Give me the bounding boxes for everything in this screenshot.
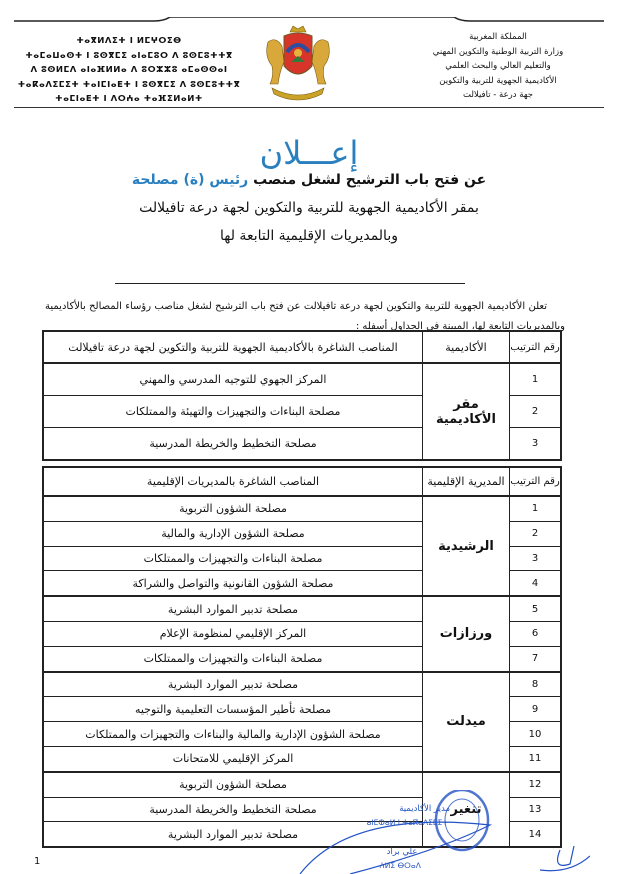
row-number: 3: [509, 545, 562, 572]
letterhead-line: والتعليم العالي والبحث العلمي: [445, 61, 551, 71]
post-cell: مصلحة البناءات والتجهيزات والممتلكات: [42, 545, 423, 572]
table-row: 6 المركز الإقليمي لمنظومة الإعلام: [42, 620, 562, 647]
column-header: المناصب الشاغرة بالمديريات الإقليمية: [42, 466, 423, 497]
table-row: 8 ميدلت مصلحة تدبير الموارد البشرية: [42, 670, 562, 773]
row-number: 14: [509, 821, 562, 848]
table-row: 14 مصلحة تدبير الموارد البشرية: [42, 821, 562, 848]
row-number: 2: [509, 520, 562, 547]
row-number: 1: [509, 362, 562, 396]
subtitle-line-3: وبالمديريات الإقليمية التابعة لها: [220, 228, 398, 244]
directorate-cell: الرشيدية: [422, 495, 510, 597]
row-number: 7: [509, 645, 562, 673]
table-row: 3 مصلحة التخطيط والخريطة المدرسية: [42, 427, 562, 461]
subtitle-line-2: بمقر الأكاديمية الجهوية للتربية والتكوين…: [139, 200, 479, 216]
page-number: 1: [34, 856, 41, 867]
post-cell: مصلحة الشؤون الإدارية والمالية: [42, 520, 423, 547]
signature-stamp: مدير الأكاديمية ⴰⵏⵎⵀⴰⵍ ⵏ ⵜⴰⴽⴰⴷⵉⵎⵉⵜ علي ب…: [299, 790, 590, 874]
intro-paragraph: تعلن الأكاديمية الجهوية للتربية والتكوين…: [45, 301, 565, 332]
directorate-posts-table: رقم الترتيب المديرية الإقليمية المناصب ا…: [42, 466, 562, 849]
letterhead-line: ⵜⴰⵎⵏⴰⴹⵜ ⵏ ⴷⵔⵄⴰ ⵜⴰⴼⵉⵍⴰⵍⵜ: [55, 94, 203, 104]
column-header: الأكاديمية: [422, 330, 510, 364]
coat-of-arms-emblem: [266, 25, 330, 101]
row-number: 9: [509, 696, 562, 723]
table-row: 9 مصلحة تأطير المؤسسات التعليمية والتوجيه: [42, 696, 562, 723]
page-title: إعـــلان: [259, 134, 359, 172]
header-bottom-rule: [14, 107, 604, 108]
directorate-cell: ميدلت: [422, 670, 510, 773]
column-header: المناصب الشاغرة بالأكاديمية الجهوية للتر…: [42, 330, 423, 364]
letterhead-line: وزارة التربية الوطنية والتكوين المهني: [432, 46, 564, 57]
letterhead-line: الأكاديمية الجهوية للتربية والتكوين: [439, 75, 557, 86]
column-header: رقم الترتيب: [509, 466, 562, 497]
table-header-row: رقم الترتيب المديرية الإقليمية المناصب ا…: [42, 466, 562, 497]
table-row: 4 مصلحة الشؤون القانونية والتواصل والشراك…: [42, 570, 562, 597]
academy-posts-table: رقم الترتيب الأكاديمية المناصب الشاغرة ب…: [42, 330, 562, 461]
table-header-row: رقم الترتيب الأكاديمية المناصب الشاغرة ب…: [42, 330, 562, 364]
post-cell: المركز الإقليمي للامتحانات: [42, 745, 423, 773]
table-row: 3 مصلحة البناءات والتجهيزات والممتلكات: [42, 545, 562, 572]
directorate-cell: ورزازات: [422, 595, 510, 673]
row-number: 3: [509, 427, 562, 461]
arabic-letterhead: المملكة المغربية وزارة التربية الوطنية و…: [398, 30, 598, 103]
tifinagh-letterhead: ⵜⴰⴳⵍⴷⵉⵜ ⵏ ⵍⵎⵖⵔⵉⴱ ⵜⴰⵎⴰⵡⴰⵙⵜ ⵏ ⵓⵙⴳⵎⵉ ⴰⵏⴰⵎⵓⵔ…: [14, 34, 244, 107]
post-cell: مصلحة البناءات والتجهيزات والتهيئة والمم…: [42, 395, 423, 428]
post-cell: مصلحة تدبير الموارد البشرية: [42, 595, 423, 622]
post-cell: المركز الجهوي للتوجيه المدرسي والمهني: [42, 362, 423, 396]
table-row: 1 الرشيدية مصلحة الشؤون التربوية: [42, 495, 562, 597]
row-number: 2: [509, 395, 562, 428]
letterhead-line: ⵜⴰⵎⴰⵡⴰⵙⵜ ⵏ ⵓⵙⴳⵎⵉ ⴰⵏⴰⵎⵓⵔ ⴷ ⵓⵙⵎⵓⵜⵜⴳ: [25, 50, 233, 61]
letterhead-line: ⵜⴰⴳⵍⴷⵉⵜ ⵏ ⵍⵎⵖⵔⵉⴱ: [76, 36, 182, 46]
subtitle-line-1: عن فتح باب الترشيح لشغل منصب رئيس (ة) مص…: [0, 172, 618, 188]
table-row: 13 مصلحة التخطيط والخريطة المدرسية: [42, 796, 562, 823]
post-cell: مصلحة تدبير الموارد البشرية: [42, 821, 423, 848]
subtitle-text: عن فتح باب الترشيح لشغل منصب: [248, 172, 487, 188]
row-number: 5: [509, 595, 562, 622]
table-row: 11 المركز الإقليمي للامتحانات: [42, 745, 562, 773]
signatory-name-tifinagh: ⵄⵍⵉ ⴱⵔⴰⴷ: [379, 861, 422, 870]
header-top-rule: [14, 17, 604, 22]
table-row: 5 ورزازات مصلحة تدبير الموارد البشرية: [42, 595, 562, 673]
subtitle-highlight: رئيس (ة) مصلحة: [131, 172, 249, 188]
table-row: 7 مصلحة البناءات والتجهيزات والممتلكات: [42, 645, 562, 673]
post-cell: مصلحة الشؤون القانونية والتواصل والشراكة: [42, 570, 423, 597]
table-row: 2 مصلحة البناءات والتجهيزات والتهيئة وال…: [42, 395, 562, 428]
column-header: رقم الترتيب: [509, 330, 562, 364]
letterhead-line: ⵜⴰⴽⴰⴷⵉⵎⵉⵜ ⵜⴰⵏⵎⵏⴰⴹⵜ ⵏ ⵓⵙⴳⵎⵉ ⴷ ⵓⵙⵎⵓⵜⵜⴳ: [17, 79, 241, 90]
post-cell: مصلحة التخطيط والخريطة المدرسية: [42, 427, 423, 461]
post-cell: مصلحة تأطير المؤسسات التعليمية والتوجيه: [42, 696, 423, 723]
column-header: المديرية الإقليمية: [422, 466, 510, 497]
post-cell: مصلحة الشؤون التربوية: [42, 495, 423, 522]
signatory-title: مدير الأكاديمية: [399, 803, 450, 814]
table-row: 2 مصلحة الشؤون الإدارية والمالية: [42, 520, 562, 547]
letterhead-line: ⴷ ⵓⵙⵍⵎⴷ ⴰⵏⴰⴼⵍⵍⴰ ⴷ ⵓⵔⵣⵣⵓ ⴰⵎⴰⵙⵙⴰⵏ: [30, 65, 228, 75]
row-number: 1: [509, 495, 562, 522]
row-number: 4: [509, 570, 562, 597]
signatory-name: علي براد: [387, 847, 418, 857]
post-cell: مصلحة الشؤون الإدارية والمالية والبناءات…: [42, 721, 423, 747]
title-divider: [115, 283, 465, 284]
post-cell: المركز الإقليمي لمنظومة الإعلام: [42, 620, 423, 647]
letterhead-line: جهة درعة - تافيلالت: [462, 90, 533, 100]
table-row: 1 مقر الأكاديمية المركز الجهوي للتوجيه ا…: [42, 362, 562, 461]
letterhead-line: المملكة المغربية: [469, 32, 527, 42]
post-cell: مصلحة التخطيط والخريطة المدرسية: [42, 796, 423, 823]
row-number: 6: [509, 620, 562, 647]
row-number: 8: [509, 670, 562, 698]
group-cell: مقر الأكاديمية: [422, 362, 510, 461]
post-cell: مصلحة الشؤون التربوية: [42, 770, 423, 798]
post-cell: مصلحة تدبير الموارد البشرية: [42, 670, 423, 698]
row-number: 12: [509, 770, 562, 798]
post-cell: مصلحة البناءات والتجهيزات والممتلكات: [42, 645, 423, 673]
row-number: 10: [509, 721, 562, 747]
row-number: 11: [509, 745, 562, 773]
signatory-title-tifinagh: ⴰⵏⵎⵀⴰⵍ ⵏ ⵜⴰⴽⴰⴷⵉⵎⵉⵜ: [367, 818, 449, 827]
